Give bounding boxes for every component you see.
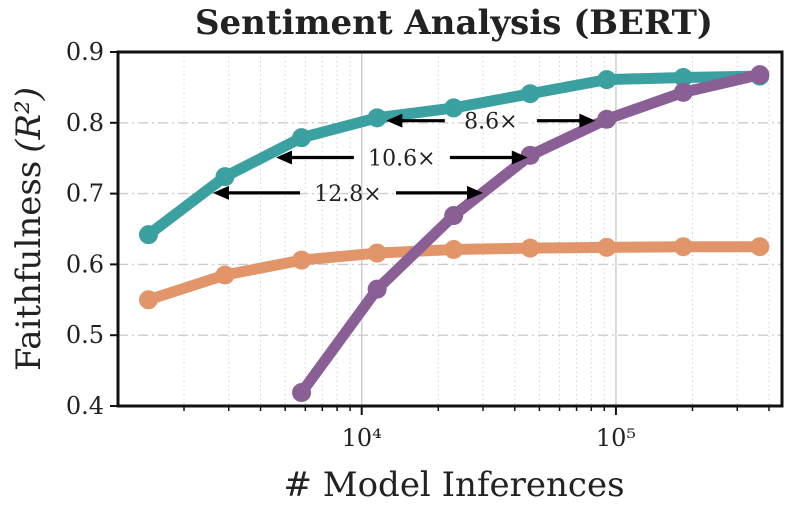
x-axis-label: # Model Inferences xyxy=(283,465,624,505)
data-point-purple xyxy=(367,279,387,299)
annotation-arrowhead-right xyxy=(511,150,528,165)
data-point-orange xyxy=(139,290,159,310)
y-axis-label: Faithfulness (R²) xyxy=(9,87,49,371)
data-point-orange xyxy=(597,237,617,257)
annotation-arrowhead-right xyxy=(467,185,484,200)
data-point-teal xyxy=(597,70,617,90)
data-point-orange xyxy=(367,243,387,263)
annotation-3: 12.8× xyxy=(212,182,484,207)
series-layer xyxy=(139,65,770,403)
data-point-purple xyxy=(520,145,540,165)
data-point-orange xyxy=(673,237,693,257)
data-point-purple xyxy=(444,206,464,226)
data-point-teal xyxy=(367,108,387,128)
annotation-1: 8.6× xyxy=(386,110,596,135)
data-point-teal xyxy=(520,84,540,104)
data-point-purple xyxy=(673,82,693,102)
data-point-orange xyxy=(750,237,770,257)
annotation-2: 10.6× xyxy=(275,146,528,171)
y-tick-label: 0.4 xyxy=(66,392,104,420)
annotation-arrowhead-left xyxy=(386,113,403,128)
y-tick-label: 0.9 xyxy=(66,38,104,66)
chart-title: Sentiment Analysis (BERT) xyxy=(195,3,713,43)
data-point-purple xyxy=(292,383,312,403)
y-axis-label-text: Faithfulness xyxy=(9,161,49,371)
data-point-teal xyxy=(673,67,693,87)
y-axis-label-math: (R²) xyxy=(9,87,49,153)
annotation-arrowhead-right xyxy=(579,113,596,128)
y-tick-label: 0.8 xyxy=(66,109,104,137)
data-point-purple xyxy=(750,65,770,85)
annotation-label: 10.6× xyxy=(368,146,435,171)
data-point-orange xyxy=(292,250,312,270)
data-point-orange xyxy=(444,240,464,260)
annotations: 8.6× 10.6× 12.8× xyxy=(212,110,596,207)
annotation-label: 12.8× xyxy=(314,182,381,207)
data-point-teal xyxy=(139,225,159,245)
series-orange xyxy=(139,237,770,310)
series-purple xyxy=(292,65,770,403)
y-tick-label: 0.6 xyxy=(66,250,104,278)
annotation-label: 8.6× xyxy=(464,110,517,135)
data-point-orange xyxy=(520,238,540,258)
data-point-purple xyxy=(597,109,617,129)
x-tick-label: 10⁴ xyxy=(342,424,382,452)
y-tick-label: 0.5 xyxy=(66,321,104,349)
annotation-arrowhead-left xyxy=(212,185,229,200)
plot-frame xyxy=(116,50,784,408)
ticks: 0.4 0.5 0.6 0.7 0.8 0.9 10⁴ 10⁵ xyxy=(66,38,770,452)
data-point-orange xyxy=(215,265,235,285)
y-tick-label: 0.7 xyxy=(66,180,104,208)
x-tick-label: 10⁵ xyxy=(596,424,636,452)
data-point-teal xyxy=(444,98,464,118)
data-point-teal xyxy=(292,128,312,148)
data-point-teal xyxy=(215,167,235,187)
annotation-arrowhead-left xyxy=(275,150,292,165)
